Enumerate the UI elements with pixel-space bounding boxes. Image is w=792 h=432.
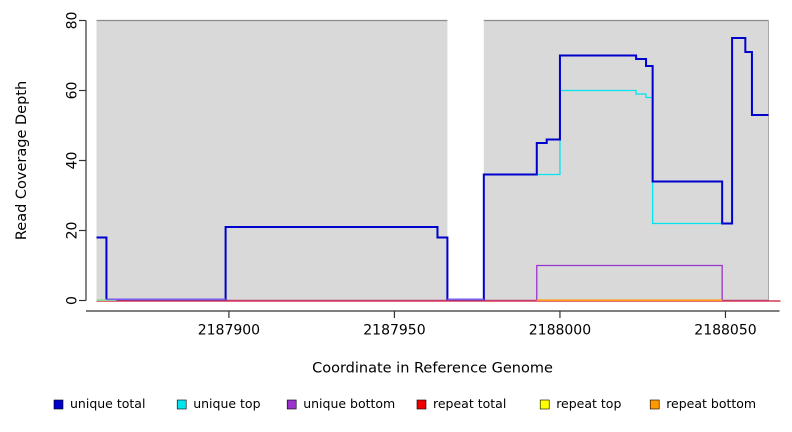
x-tick-label: 2188050: [694, 323, 756, 339]
x-tick-label: 2187900: [198, 323, 260, 339]
axes-group: 0 20 40 60 80 2187900 2187950 2188000 2188050 Rea…: [14, 12, 780, 377]
plot-background-group: [96, 19, 769, 301]
y-tick-label: 80: [65, 12, 81, 30]
y-tick-label: 20: [65, 222, 81, 240]
legend-swatch-repeat-total[interactable]: [416, 399, 427, 410]
legend-swatch-repeat-top[interactable]: [539, 399, 550, 410]
legend-label-repeat-total: repeat total: [433, 396, 506, 411]
legend-label-unique-top: unique top: [193, 396, 260, 411]
y-tick-label: 40: [65, 152, 81, 170]
legend: unique total unique top unique bottom repea…: [53, 396, 756, 411]
shaded-region-repeat-region-left: [96, 20, 448, 301]
baseline-group: [96, 298, 781, 302]
x-axis-title: Coordinate in Reference Genome: [312, 361, 553, 377]
y-tick-label: 0: [65, 296, 81, 305]
legend-label-repeat-top: repeat top: [556, 396, 621, 411]
legend-label-unique-bottom: unique bottom: [303, 396, 395, 411]
y-axis-title: Read Coverage Depth: [14, 81, 30, 240]
y-tick-label: 60: [65, 82, 81, 100]
legend-label-unique-total: unique total: [70, 396, 145, 411]
series-line-unique-total: [96, 37, 769, 302]
legend-swatch-repeat-bottom[interactable]: [649, 399, 660, 410]
x-tick-label: 2187950: [363, 323, 425, 339]
legend-swatch-unique-top[interactable]: [176, 399, 187, 410]
legend-swatch-unique-bottom[interactable]: [286, 399, 297, 410]
shaded-region-repeat-region-right: [483, 20, 769, 301]
legend-swatch-unique-total[interactable]: [53, 399, 64, 410]
legend-label-repeat-bottom: repeat bottom: [666, 396, 756, 411]
x-tick-label: 2188000: [529, 323, 591, 339]
